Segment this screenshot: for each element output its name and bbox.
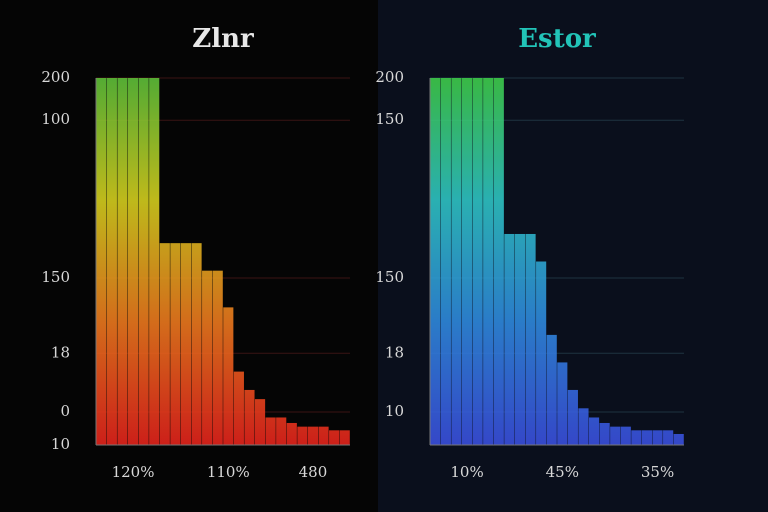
y-tick-label: 10 — [385, 402, 404, 420]
bar — [610, 426, 621, 445]
y-tick-label: 150 — [41, 268, 70, 286]
bar — [461, 78, 473, 445]
bar — [318, 426, 329, 445]
bar — [244, 389, 255, 445]
bar — [557, 362, 568, 445]
bar — [149, 78, 160, 445]
bar — [663, 430, 674, 445]
bar — [472, 78, 483, 445]
bar — [191, 243, 202, 445]
bar — [578, 408, 589, 445]
bar — [652, 430, 663, 445]
y-tick-label: 150 — [375, 110, 404, 128]
bar — [430, 78, 441, 445]
bar — [620, 426, 631, 445]
bar — [536, 261, 547, 445]
bar — [180, 243, 192, 445]
x-tick-label: 480 — [299, 463, 328, 481]
bar — [297, 426, 308, 445]
bar — [96, 78, 107, 445]
bar — [159, 243, 170, 445]
x-tick-label: 110% — [207, 463, 250, 481]
bar — [106, 78, 117, 445]
bar — [525, 233, 536, 445]
bar — [276, 417, 287, 445]
bar — [599, 422, 610, 445]
bar — [265, 417, 276, 445]
y-tick-label: 18 — [385, 343, 404, 361]
bar — [254, 399, 266, 445]
bar — [588, 417, 600, 445]
bar — [339, 430, 350, 445]
bar — [493, 78, 504, 445]
bar — [233, 371, 244, 445]
bar — [212, 270, 223, 445]
bar — [223, 307, 234, 445]
x-tick-label: 10% — [450, 463, 483, 481]
y-tick-label: 10 — [51, 435, 70, 453]
bar — [483, 78, 494, 445]
chart-title: Zlnr — [192, 24, 254, 54]
x-tick-label: 120% — [112, 463, 155, 481]
y-tick-label: 100 — [41, 110, 70, 128]
bar — [202, 270, 213, 445]
y-tick-label: 200 — [375, 68, 404, 86]
y-tick-label: 200 — [41, 68, 70, 86]
bar — [514, 233, 526, 445]
bar — [307, 426, 319, 445]
y-tick-label: 18 — [51, 343, 70, 361]
bar — [451, 78, 462, 445]
bar — [567, 389, 578, 445]
bar — [127, 78, 139, 445]
bar — [170, 243, 181, 445]
bar — [504, 233, 515, 445]
bar — [440, 78, 451, 445]
bar — [117, 78, 128, 445]
bar — [286, 422, 297, 445]
bar — [631, 430, 642, 445]
bar — [546, 334, 557, 445]
y-tick-label: 150 — [375, 268, 404, 286]
chart-title: Estor — [518, 24, 596, 54]
x-tick-label: 45% — [546, 463, 579, 481]
x-tick-label: 35% — [641, 463, 674, 481]
bar — [673, 433, 684, 445]
bar — [641, 430, 653, 445]
bar — [138, 78, 149, 445]
y-tick-label: 0 — [60, 402, 70, 420]
bar — [329, 430, 340, 445]
